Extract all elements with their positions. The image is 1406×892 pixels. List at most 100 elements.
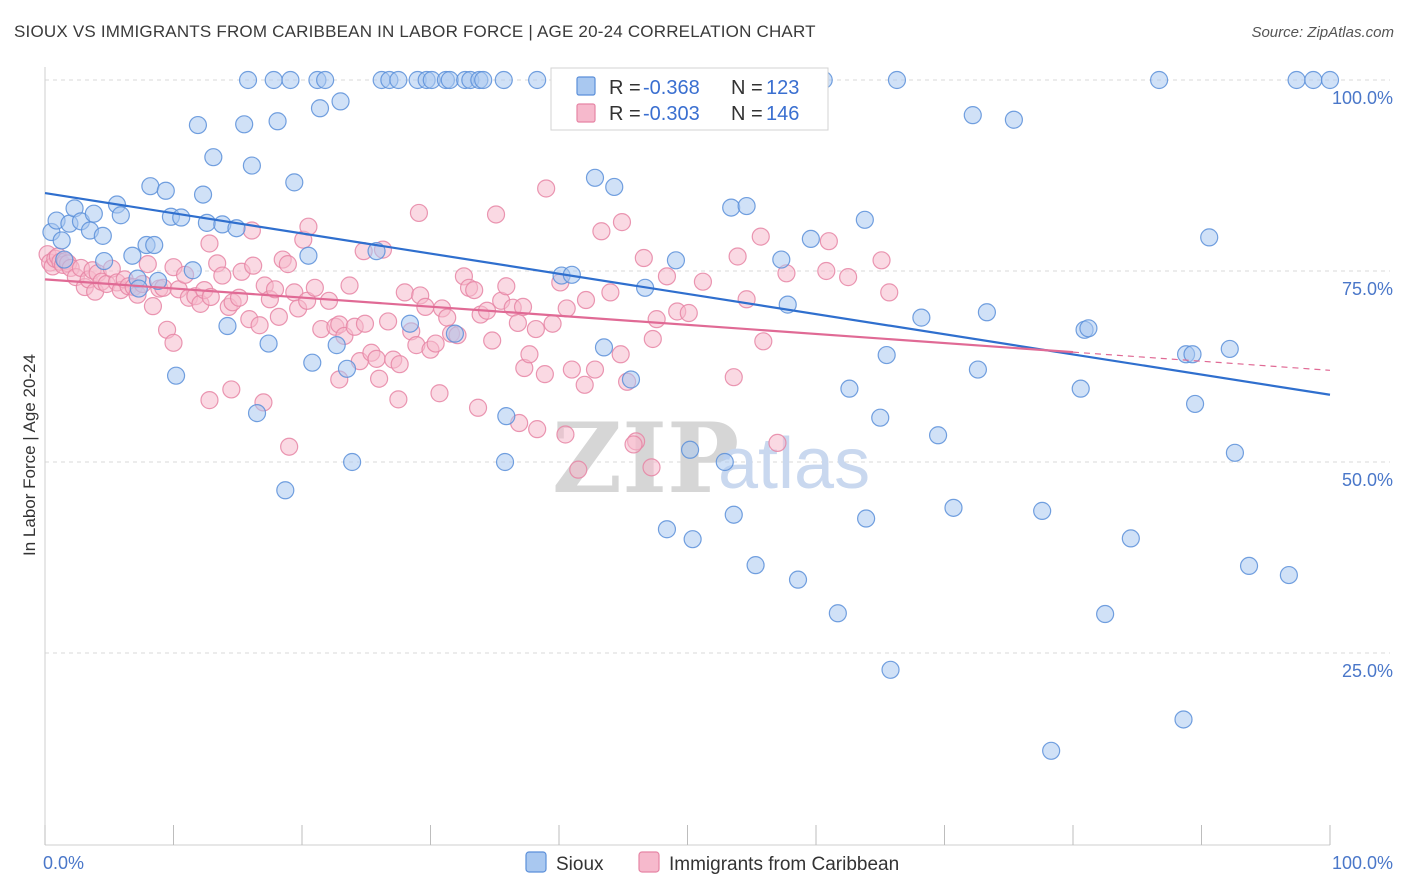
sioux-point-85 <box>724 505 743 524</box>
sioux-point-45 <box>310 99 330 118</box>
caribbean-point-125 <box>880 283 899 302</box>
legend-r-label-sioux: R = <box>609 77 641 99</box>
caribbean-point-146 <box>537 179 556 198</box>
caribbean-point-105 <box>585 360 605 379</box>
caribbean-point-134 <box>528 420 547 439</box>
bottom-legend-label-caribbean: Immigrants from Caribbean <box>669 854 899 875</box>
sioux-point-116 <box>1174 710 1193 729</box>
caribbean-point-58 <box>305 278 324 297</box>
sioux-point-15 <box>129 279 148 298</box>
sioux-point-67 <box>497 407 516 426</box>
caribbean-point-52 <box>269 307 288 326</box>
caribbean-point-64 <box>340 276 359 295</box>
caribbean-point-153 <box>576 290 596 310</box>
sioux-point-88 <box>772 250 791 269</box>
sioux-point-38 <box>268 112 287 131</box>
caribbean-point-96 <box>520 345 539 364</box>
sioux-point-118 <box>1183 345 1202 364</box>
legend-r-label-caribbean: R = <box>609 103 641 125</box>
sioux-point-37 <box>264 70 283 90</box>
sioux-point-3 <box>55 250 74 269</box>
caribbean-point-74 <box>395 283 414 302</box>
sioux-point-91 <box>801 229 820 249</box>
sioux-point-41 <box>285 173 304 192</box>
legend-swatch-caribbean <box>576 103 596 123</box>
sioux-point-99 <box>881 660 900 679</box>
caribbean-point-117 <box>724 368 743 387</box>
sioux-point-127 <box>1320 70 1340 90</box>
caribbean-point-116 <box>679 303 698 323</box>
sioux-point-36 <box>259 334 278 353</box>
caribbean-point-67 <box>355 314 375 333</box>
sioux-point-20 <box>156 181 175 200</box>
sioux-point-122 <box>1225 443 1245 462</box>
chart-title: SIOUX VS IMMIGRANTS FROM CARIBBEAN IN LA… <box>14 22 816 41</box>
legend-swatch-sioux <box>576 76 596 96</box>
caribbean-point-122 <box>817 261 836 281</box>
caribbean-point-69 <box>367 349 386 368</box>
sioux-point-124 <box>1279 565 1298 585</box>
sioux-point-55 <box>400 314 420 333</box>
sioux-point-28 <box>204 148 223 167</box>
x-tick-label-min: 0.0% <box>43 853 84 873</box>
legend-r-value-caribbean: -0.303 <box>643 103 700 125</box>
sioux-point-23 <box>172 208 191 227</box>
sioux-point-8 <box>84 204 103 223</box>
sioux-point-25 <box>188 115 208 135</box>
sioux-point-78 <box>657 520 677 539</box>
sioux-point-107 <box>1004 110 1023 129</box>
bottom-legend-swatch-sioux <box>525 851 547 873</box>
sioux-point-80 <box>683 530 702 549</box>
sioux-point-109 <box>1042 741 1061 760</box>
legend-n-label-caribbean: N = <box>731 103 763 125</box>
sioux-point-26 <box>193 185 213 204</box>
trend-line-caribbean <box>44 278 1074 354</box>
sioux-point-79 <box>666 251 686 270</box>
caribbean-point-144 <box>200 234 219 253</box>
sioux-point-2 <box>52 231 71 250</box>
sioux-point-102 <box>928 426 948 445</box>
caribbean-point-54 <box>278 255 297 274</box>
sioux-point-104 <box>963 106 982 125</box>
caribbean-point-90 <box>483 331 502 350</box>
caribbean-point-151 <box>693 272 713 291</box>
sioux-point-101 <box>912 308 931 327</box>
trend-lines <box>44 191 1331 396</box>
sioux-point-61 <box>445 324 465 343</box>
sioux-point-90 <box>788 570 808 589</box>
caribbean-point-82 <box>438 308 457 327</box>
sioux-point-84 <box>722 198 741 217</box>
sioux-point-86 <box>737 196 756 216</box>
y-tick-label-100: 100.0% <box>1332 88 1393 108</box>
stats-legend: R = -0.368 N = 123 R = -0.303 N = 146 <box>550 67 829 131</box>
sioux-point-39 <box>276 481 295 500</box>
caribbean-point-136 <box>624 435 643 454</box>
sioux-point-12 <box>111 206 130 225</box>
sioux-point-125 <box>1287 70 1306 90</box>
sioux-point-13 <box>123 246 142 265</box>
sioux-point-19 <box>148 271 168 291</box>
x-tick-label-max: 100.0% <box>1332 853 1393 873</box>
caribbean-point-132 <box>370 369 389 388</box>
sioux-point-75 <box>621 370 641 389</box>
sioux-point-121 <box>1220 339 1239 359</box>
bottom-legend-swatch-caribbean <box>638 851 660 873</box>
sioux-point-65 <box>474 70 493 90</box>
sioux-point-97 <box>871 408 890 427</box>
watermark-zip: ZIP <box>552 402 739 515</box>
sioux-point-126 <box>1304 70 1323 90</box>
sioux-point-35 <box>247 404 267 423</box>
sioux-point-98 <box>877 345 896 365</box>
sioux-point-93 <box>828 604 847 623</box>
caribbean-point-51 <box>265 280 285 299</box>
caribbean-point-108 <box>611 345 630 364</box>
sioux-point-34 <box>242 156 261 175</box>
caribbean-point-41 <box>213 266 232 285</box>
caribbean-point-113 <box>647 310 666 329</box>
sioux-point-40 <box>281 70 300 90</box>
sioux-point-48 <box>331 92 350 111</box>
caribbean-point-107 <box>601 283 620 302</box>
caribbean-point-152 <box>643 329 662 349</box>
caribbean-point-94 <box>508 313 527 333</box>
caribbean-point-48 <box>250 316 269 335</box>
